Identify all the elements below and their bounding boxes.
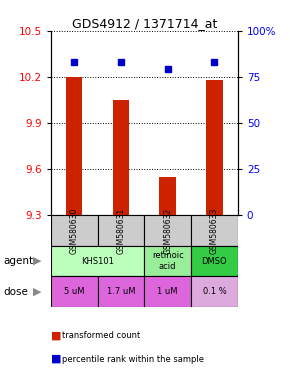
Bar [144,276,191,307]
Text: GSM580632: GSM580632 [163,207,172,253]
Text: 0.1 %: 0.1 % [202,287,226,296]
Text: transformed count: transformed count [62,331,141,341]
Bar [206,80,223,215]
Bar [160,177,176,215]
Text: ▶: ▶ [33,256,42,266]
Bar [97,276,144,307]
Text: ■: ■ [51,354,61,364]
Text: GDS4912 / 1371714_at: GDS4912 / 1371714_at [72,17,218,30]
Text: 5 uM: 5 uM [64,287,84,296]
Bar [66,77,82,215]
Bar [191,246,238,276]
Text: ▶: ▶ [33,287,42,297]
Bar [191,215,238,246]
Bar [51,215,97,246]
Bar [144,246,191,276]
Bar [97,215,144,246]
Text: DMSO: DMSO [202,257,227,266]
Bar [51,276,97,307]
Text: percentile rank within the sample: percentile rank within the sample [62,354,204,364]
Text: ■: ■ [51,331,61,341]
Text: KHS101: KHS101 [81,257,114,266]
Text: GSM580630: GSM580630 [70,207,79,253]
Text: GSM580633: GSM580633 [210,207,219,253]
Bar [144,215,191,246]
Text: 1 uM: 1 uM [157,287,178,296]
Text: 1.7 uM: 1.7 uM [107,287,135,296]
Bar [51,246,144,276]
Text: dose: dose [3,287,28,297]
Bar [191,276,238,307]
Text: agent: agent [3,256,33,266]
Bar [113,100,129,215]
Text: retinoic
acid: retinoic acid [152,252,184,271]
Text: GSM580631: GSM580631 [116,207,125,253]
